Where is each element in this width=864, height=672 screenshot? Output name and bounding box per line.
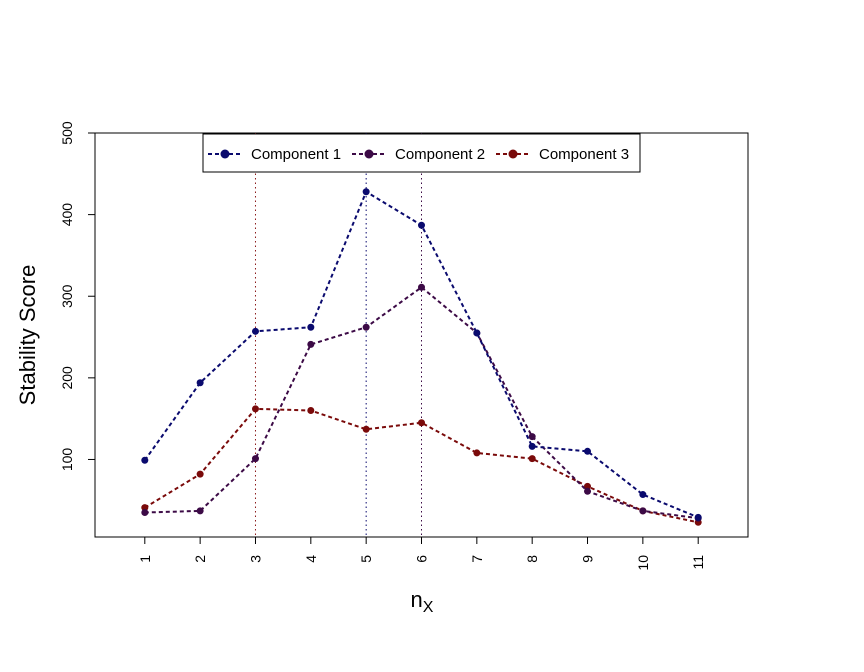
data-point-component-1 [584, 447, 592, 455]
data-point-component-1 [473, 329, 481, 337]
data-point-component-1 [251, 327, 259, 335]
y-tick-label: 300 [59, 284, 75, 308]
y-tick-label: 500 [59, 121, 75, 145]
data-point-component-3 [251, 405, 259, 413]
data-point-component-1 [196, 379, 204, 387]
x-tick-label: 10 [635, 555, 651, 571]
data-point-component-3 [141, 504, 149, 512]
data-point-component-3 [307, 406, 315, 414]
x-axis-title: nX [411, 587, 434, 616]
data-point-component-2 [362, 323, 370, 331]
data-point-component-1 [528, 442, 536, 450]
x-tick-label: 5 [358, 555, 374, 563]
data-point-component-2 [528, 433, 536, 441]
x-tick-label: 4 [303, 555, 319, 563]
data-point-component-3 [528, 455, 536, 463]
legend-label: Component 2 [395, 146, 485, 163]
legend-label: Component 1 [251, 146, 341, 163]
x-tick-label: 9 [580, 555, 596, 563]
y-tick-label: 100 [59, 448, 75, 472]
data-point-component-2 [251, 455, 259, 463]
data-point-component-1 [694, 513, 702, 521]
legend-swatch-marker [220, 149, 230, 159]
data-point-component-3 [418, 419, 425, 427]
data-point-component-2 [307, 340, 315, 348]
x-tick-label: 3 [247, 555, 263, 563]
y-axis: 100 200 300 400 500 [59, 121, 96, 472]
legend-swatch-marker [508, 149, 518, 159]
x-tick-label: 11 [690, 555, 706, 570]
data-point-component-3 [584, 482, 592, 490]
legend-swatch-marker [364, 149, 374, 159]
data-point-component-2 [584, 487, 592, 495]
data-point-component-2 [639, 507, 647, 515]
x-axis: 1 2 3 4 5 6 7 8 9 10 11 [137, 536, 706, 571]
data-point-component-3 [473, 449, 481, 457]
data-point-component-2 [196, 507, 204, 515]
x-tick-label: 2 [192, 555, 208, 563]
data-point-component-2 [418, 283, 425, 291]
data-point-component-3 [362, 425, 370, 433]
x-tick-label: 7 [469, 555, 485, 563]
data-point-component-2 [141, 509, 149, 517]
y-tick-label: 400 [59, 203, 75, 227]
legend-box [202, 133, 641, 173]
x-tick-label: 8 [524, 555, 540, 563]
data-point-component-1 [141, 456, 149, 464]
y-tick-label: 200 [59, 366, 75, 390]
series-layer [141, 188, 702, 526]
x-axis-title-subscript: X [423, 599, 434, 616]
y-axis-title: Stability Score [15, 265, 40, 406]
data-point-component-3 [196, 470, 204, 478]
data-point-component-1 [418, 221, 425, 229]
legend-label: Component 3 [539, 146, 629, 163]
data-point-component-1 [362, 188, 370, 196]
series-line-component-3 [144, 407, 699, 524]
data-point-component-1 [639, 491, 647, 499]
x-tick-label: 1 [137, 555, 153, 563]
data-point-component-1 [307, 323, 315, 331]
series-line-component-2 [144, 285, 699, 520]
x-axis-title-main: n [411, 587, 423, 612]
x-tick-label: 6 [414, 555, 430, 563]
legend: Component 1 Component 2 Component 3 [202, 133, 641, 173]
